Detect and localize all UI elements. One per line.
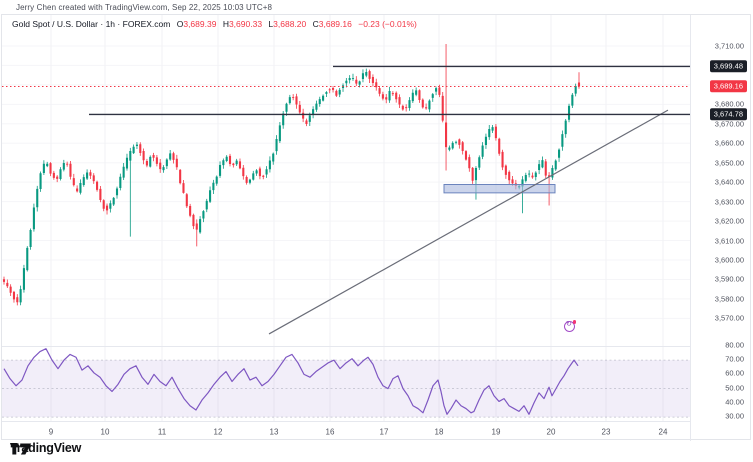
price-tick-label: 3,670.00 <box>714 119 744 129</box>
time-tick-label: 10 <box>100 427 110 437</box>
time-tick-label: 13 <box>269 427 279 437</box>
legend-separator-2: · <box>117 19 121 29</box>
price-tick-label: 3,710.00 <box>714 41 744 51</box>
price-tick-label: 3,680.00 <box>714 99 744 109</box>
high-label: H <box>222 19 229 29</box>
level-price-badge: 3,674.78 <box>709 108 747 121</box>
time-tick-label: 17 <box>379 427 389 437</box>
last-price-badge: 3,689.16 <box>709 80 747 93</box>
exchange-label: FOREX.com <box>122 19 171 29</box>
rsi-tick-label: 70.00 <box>725 354 744 364</box>
close-value: 3,689.16 <box>318 19 352 29</box>
rsi-tick-label: 80.00 <box>725 340 744 350</box>
price-axis[interactable]: 3,710.00 3,680.00 3,670.00 3,660.00 3,650.00… <box>690 15 750 441</box>
high-value: 3,690.33 <box>228 19 263 29</box>
change-value: −0.23 (−0.01%) <box>358 19 417 29</box>
tradingview-logo-icon[interactable] <box>10 441 32 457</box>
rsi-line <box>3 348 579 415</box>
notification-dot <box>572 320 576 324</box>
level-price-badge: 3,699.48 <box>709 60 747 73</box>
rsi-pane[interactable] <box>2 346 690 421</box>
time-tick-label: 24 <box>658 427 668 437</box>
symbol-legend: Gold Spot / U.S. Dollar · 1h · FOREX.com… <box>12 19 417 29</box>
time-tick-label: 19 <box>491 427 501 437</box>
open-label: O <box>176 19 184 29</box>
price-tick-label: 3,570.00 <box>714 313 744 323</box>
support-zone-box <box>443 183 556 194</box>
open-value: 3,689.39 <box>183 19 217 29</box>
price-tick-label: 3,630.00 <box>714 197 744 207</box>
time-tick-label: 9 <box>48 427 54 437</box>
replay-marker-icon[interactable]: ↻ <box>564 320 576 332</box>
attribution-text: Jerry Chen created with TradingView.com,… <box>16 3 273 12</box>
symbol-name[interactable]: Gold Spot / U.S. Dollar <box>12 19 98 29</box>
candlestick-svg <box>2 15 690 346</box>
rsi-svg <box>2 347 690 421</box>
rsi-tick-label: 40.00 <box>725 397 744 407</box>
close-label: C <box>312 19 319 29</box>
price-tick-label: 3,610.00 <box>714 236 744 246</box>
rsi-tick-label: 30.00 <box>725 411 744 421</box>
price-tick-label: 3,590.00 <box>714 274 744 284</box>
rsi-tick-label: 60.00 <box>725 368 744 378</box>
low-value: 3,688.20 <box>273 19 307 29</box>
price-tick-label: 3,650.00 <box>714 158 744 168</box>
time-tick-label: 18 <box>434 427 444 437</box>
time-tick-label: 11 <box>157 427 167 437</box>
price-tick-label: 3,600.00 <box>714 255 744 265</box>
price-pane[interactable]: Gold Spot / U.S. Dollar · 1h · FOREX.com… <box>2 15 690 346</box>
footer: TradingView <box>10 441 81 455</box>
price-tick-label: 3,640.00 <box>714 177 744 187</box>
chart-frame: Gold Spot / U.S. Dollar · 1h · FOREX.com… <box>1 14 751 441</box>
time-tick-label: 20 <box>546 427 556 437</box>
low-label: L <box>268 19 274 29</box>
price-tick-label: 3,620.00 <box>714 216 744 226</box>
time-tick-label: 12 <box>213 427 223 437</box>
ascending-trendline <box>268 109 669 335</box>
price-tick-label: 3,580.00 <box>714 294 744 304</box>
price-tick-label: 3,660.00 <box>714 138 744 148</box>
time-tick-label: 23 <box>601 427 611 437</box>
time-axis[interactable]: 9 10 11 12 13 16 17 18 19 20 23 24 <box>2 421 690 441</box>
legend-separator-1: · <box>100 19 104 29</box>
rsi-tick-label: 50.00 <box>725 383 744 393</box>
time-tick-label: 16 <box>325 427 335 437</box>
interval-label[interactable]: 1h <box>105 19 116 29</box>
